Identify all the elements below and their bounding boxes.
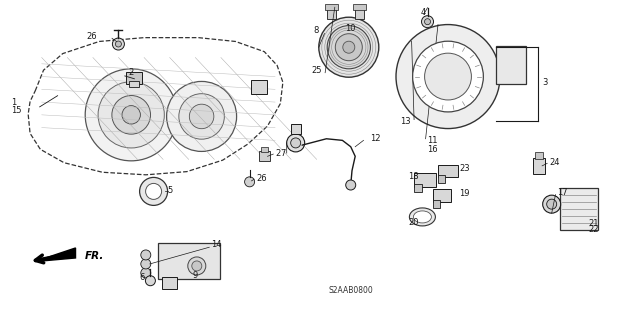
Text: 3: 3 — [543, 78, 548, 87]
Circle shape — [98, 82, 164, 148]
Polygon shape — [28, 38, 283, 175]
Bar — [260, 147, 268, 152]
Text: 24: 24 — [549, 158, 559, 167]
Circle shape — [424, 53, 472, 100]
Text: FR.: FR. — [85, 251, 104, 261]
Text: 16: 16 — [428, 145, 438, 154]
Text: 22: 22 — [589, 225, 599, 234]
Text: 26: 26 — [86, 32, 97, 41]
Circle shape — [141, 259, 151, 269]
Ellipse shape — [413, 211, 431, 223]
Bar — [415, 173, 436, 187]
Text: 14: 14 — [211, 241, 221, 249]
Circle shape — [343, 41, 355, 53]
Text: 19: 19 — [460, 189, 470, 198]
Bar — [560, 188, 598, 230]
Circle shape — [547, 199, 557, 209]
Text: 4: 4 — [421, 8, 426, 17]
Text: 9: 9 — [193, 271, 198, 280]
Text: 12: 12 — [370, 134, 380, 143]
Bar — [129, 81, 140, 87]
Circle shape — [145, 276, 156, 286]
Circle shape — [192, 261, 202, 271]
Ellipse shape — [410, 208, 435, 226]
Bar — [496, 46, 526, 84]
Bar — [433, 200, 440, 208]
Bar — [162, 277, 177, 289]
Text: 17: 17 — [557, 189, 568, 197]
Text: 8: 8 — [314, 26, 319, 35]
Circle shape — [396, 25, 500, 129]
Text: 2: 2 — [128, 68, 133, 77]
Circle shape — [424, 19, 431, 25]
Circle shape — [422, 16, 433, 28]
Circle shape — [413, 41, 483, 112]
Circle shape — [244, 177, 255, 187]
Circle shape — [113, 38, 124, 50]
Text: S2AAB0800: S2AAB0800 — [328, 286, 373, 295]
Circle shape — [179, 94, 225, 139]
Circle shape — [122, 106, 140, 124]
Text: 20: 20 — [408, 218, 419, 227]
Circle shape — [335, 34, 362, 61]
Text: 15: 15 — [12, 106, 22, 115]
Circle shape — [141, 268, 151, 278]
Circle shape — [346, 180, 356, 190]
Text: 13: 13 — [400, 117, 411, 126]
Bar — [291, 124, 301, 134]
Text: 10: 10 — [346, 24, 356, 33]
Circle shape — [188, 257, 206, 275]
Bar — [433, 189, 451, 202]
Text: 11: 11 — [428, 136, 438, 145]
Text: 25: 25 — [311, 66, 321, 75]
Text: 6: 6 — [140, 273, 145, 282]
Circle shape — [291, 138, 301, 148]
Bar — [158, 243, 220, 279]
Circle shape — [319, 17, 379, 77]
Polygon shape — [35, 248, 76, 262]
Bar — [355, 9, 364, 19]
Text: 2: 2 — [275, 149, 280, 158]
Circle shape — [543, 195, 561, 213]
Text: 26: 26 — [256, 174, 267, 182]
Text: 21: 21 — [589, 219, 599, 228]
Bar — [353, 4, 366, 10]
Bar — [327, 9, 336, 19]
Circle shape — [166, 81, 237, 152]
Circle shape — [146, 183, 161, 199]
Circle shape — [141, 250, 151, 260]
Bar — [325, 4, 338, 10]
Text: 5: 5 — [168, 186, 173, 195]
Circle shape — [115, 41, 122, 47]
Bar — [532, 158, 545, 174]
Bar — [259, 151, 269, 161]
Bar — [415, 184, 422, 192]
Text: 23: 23 — [460, 164, 470, 173]
Circle shape — [287, 134, 305, 152]
Circle shape — [112, 95, 150, 134]
Circle shape — [140, 177, 168, 205]
Text: 18: 18 — [408, 172, 419, 181]
Bar — [251, 80, 267, 94]
Circle shape — [327, 26, 371, 69]
Text: 1: 1 — [12, 98, 17, 107]
Text: 7: 7 — [280, 149, 285, 158]
Bar — [438, 175, 445, 183]
Circle shape — [189, 104, 214, 129]
Circle shape — [85, 69, 177, 161]
Bar — [438, 165, 458, 177]
Bar — [127, 72, 143, 84]
Bar — [534, 152, 543, 159]
